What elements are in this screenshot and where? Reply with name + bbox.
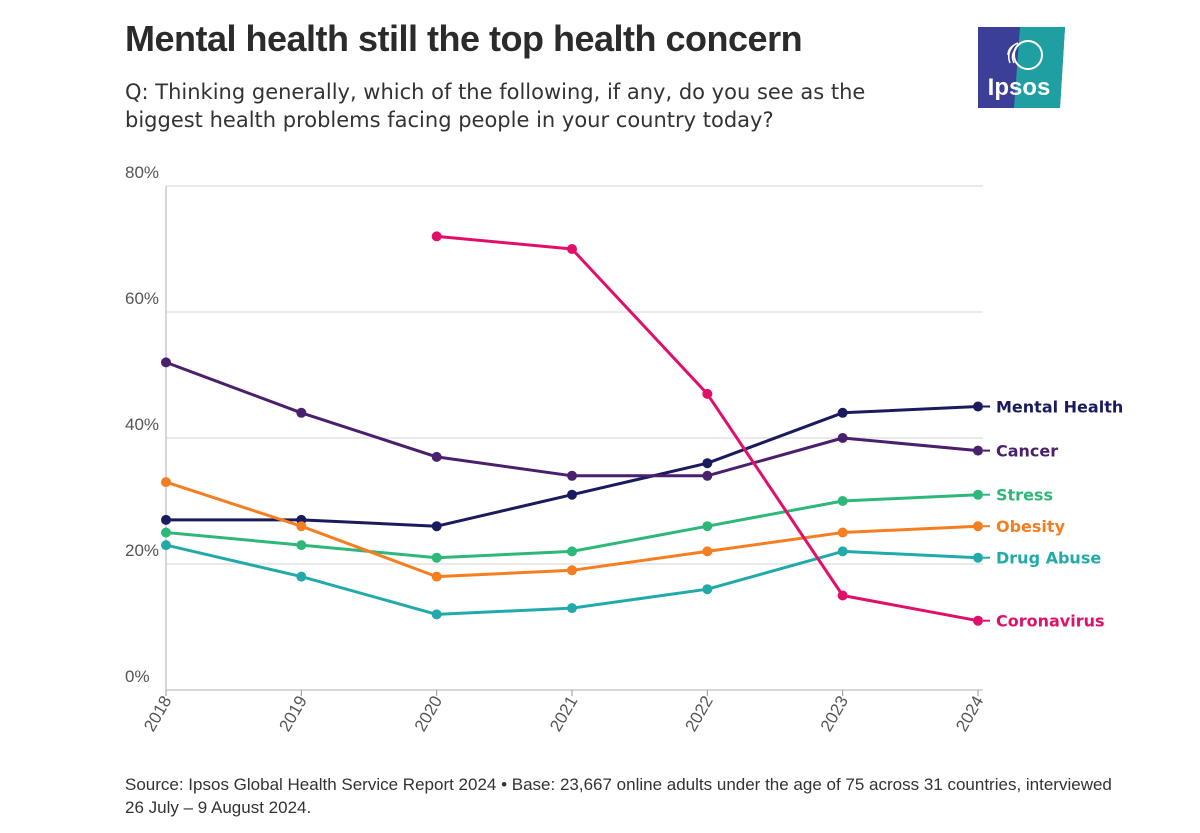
series-label-cancer: Cancer (996, 442, 1058, 461)
x-tick-label: 2019 (275, 693, 310, 735)
data-point-stress (973, 489, 983, 500)
x-tick-label: 2023 (817, 693, 852, 735)
x-tick-label: 2022 (681, 693, 716, 735)
series-label-mental-health: Mental Health (996, 398, 1123, 417)
logo-head-icon (1013, 40, 1043, 70)
data-point-obesity (702, 546, 713, 557)
data-point-mental-health (431, 521, 442, 532)
data-point-cancer (973, 445, 983, 456)
data-point-coronavirus (567, 244, 577, 254)
data-point-mental-health (702, 458, 713, 469)
data-point-stress (837, 496, 848, 506)
x-tick-label: 2021 (546, 693, 581, 735)
x-tick-label: 2024 (952, 693, 987, 735)
logo-hair-icon (1007, 42, 1019, 64)
chart-title: Mental health still the top health conce… (125, 18, 803, 59)
data-point-stress (161, 527, 171, 538)
data-point-drug-abuse (837, 546, 848, 557)
data-point-coronavirus (973, 615, 983, 626)
data-point-obesity (567, 565, 577, 576)
series-line-cancer (164, 360, 980, 478)
data-point-cancer (431, 451, 442, 462)
data-point-cancer (567, 470, 577, 481)
series-label-obesity: Obesity (996, 517, 1066, 536)
data-point-mental-health (837, 407, 848, 418)
data-point-drug-abuse (702, 584, 713, 595)
data-point-obesity (296, 521, 307, 532)
data-point-stress (431, 552, 442, 563)
data-point-obesity (161, 477, 171, 488)
series-line-coronavirus (435, 234, 980, 623)
series-label-coronavirus: Coronavirus (996, 612, 1105, 631)
series-label-drug-abuse: Drug Abuse (996, 549, 1101, 568)
data-point-coronavirus (837, 590, 848, 601)
data-point-drug-abuse (973, 552, 983, 563)
series-label-stress: Stress (996, 486, 1053, 505)
data-point-cancer (837, 433, 848, 443)
data-point-coronavirus (702, 388, 713, 399)
data-point-mental-health (161, 514, 171, 525)
data-point-obesity (837, 527, 848, 538)
source-note: Source: Ipsos Global Health Service Repo… (125, 775, 1112, 817)
logo-text: Ipsos (988, 74, 1051, 101)
y-tick-label: 80% (125, 163, 159, 182)
y-tick-label: 0% (125, 667, 150, 686)
series-layer (161, 231, 983, 626)
data-point-mental-health (567, 489, 577, 500)
data-point-mental-health (973, 401, 983, 412)
data-point-obesity (431, 571, 442, 582)
data-point-coronavirus (431, 231, 442, 242)
data-point-cancer (296, 407, 307, 418)
chart-subtitle: Q: Thinking generally, which of the foll… (125, 80, 866, 132)
x-tick-label: 2020 (411, 693, 446, 735)
data-point-drug-abuse (296, 571, 307, 582)
y-tick-label: 60% (125, 289, 159, 308)
x-tick-label: 2018 (140, 693, 175, 735)
grid-layer (166, 185, 983, 691)
data-point-stress (567, 546, 577, 557)
data-point-stress (296, 540, 307, 551)
data-point-stress (702, 521, 713, 532)
data-point-drug-abuse (431, 609, 442, 620)
data-point-drug-abuse (161, 540, 171, 551)
ipsos-logo: Ipsos (978, 27, 1065, 108)
data-point-drug-abuse (567, 603, 577, 614)
data-point-obesity (973, 521, 983, 532)
y-tick-label: 40% (125, 415, 159, 434)
label-layer: Mental Health Cancer Stress Obesity Drug Abu… (983, 398, 1123, 631)
data-point-cancer (702, 470, 713, 481)
y-tick-label: 20% (125, 541, 159, 560)
logo-accent (1014, 27, 1065, 108)
series-line-mental-health (164, 405, 980, 528)
data-point-cancer (161, 357, 171, 368)
